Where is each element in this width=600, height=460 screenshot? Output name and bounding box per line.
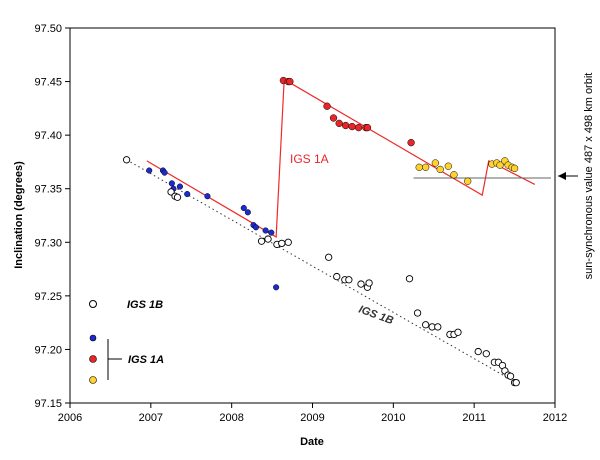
reference-arrow — [558, 172, 578, 180]
point-blue — [268, 229, 275, 236]
point-open — [284, 238, 292, 246]
point-blue — [273, 284, 280, 291]
point-blue — [161, 169, 168, 176]
x-tick-label: 2009 — [300, 412, 324, 424]
data-points — [122, 76, 520, 387]
x-tick-label: 2007 — [139, 412, 163, 424]
y-tick-label: 97.30 — [34, 237, 62, 249]
y-axis-title: Inclination (degrees) — [13, 161, 25, 269]
point-open — [264, 235, 272, 243]
point-open — [173, 193, 182, 201]
y-tick-label: 97.40 — [34, 130, 62, 142]
annotation-igs1a: IGS 1A — [290, 152, 329, 166]
point-red — [329, 114, 338, 122]
y-tick-label: 97.25 — [34, 291, 62, 303]
y-tick-label: 97.15 — [34, 398, 62, 410]
point-open — [474, 347, 482, 356]
point-open — [506, 372, 515, 380]
point-open — [434, 323, 442, 331]
y-tick-label: 97.20 — [34, 344, 62, 356]
legend: IGS 1B IGS 1A — [89, 299, 164, 384]
y-tick-label: 97.35 — [34, 184, 62, 196]
plot-area — [69, 27, 556, 404]
reference-label: sun-synchronous value 487 x 498 km orbit — [583, 73, 595, 280]
point-yellow — [415, 163, 423, 171]
point-yellow — [464, 177, 472, 185]
point-red — [323, 102, 331, 110]
y-tick-label: 97.50 — [34, 23, 62, 35]
point-blue — [146, 167, 153, 174]
x-tick-label: 2006 — [58, 412, 82, 424]
point-yellow — [444, 162, 452, 170]
point-yellow — [422, 163, 430, 171]
point-blue — [184, 191, 191, 198]
point-red — [348, 122, 356, 131]
point-open — [345, 276, 353, 284]
point-red — [341, 121, 350, 130]
point-blue — [240, 204, 247, 212]
igs1b-trend-line — [126, 159, 517, 384]
point-open — [325, 253, 333, 261]
point-red — [354, 123, 363, 132]
point-open — [454, 328, 462, 336]
point-open — [413, 309, 422, 317]
x-axis-title: Date — [300, 436, 324, 448]
point-yellow — [450, 171, 458, 179]
point-yellow — [510, 164, 519, 173]
x-tick-label: 2008 — [219, 412, 243, 424]
x-tick-label: 2011 — [462, 412, 486, 424]
point-open — [122, 156, 131, 164]
legend-marker-yellow — [89, 376, 97, 384]
point-red — [335, 119, 343, 128]
point-blue — [168, 180, 175, 187]
point-open — [365, 279, 373, 287]
point-blue — [176, 183, 183, 190]
axes: 2006 2007 2008 2009 2010 2011 2012 97.15 97.20 97… — [34, 23, 567, 424]
x-tick-label: 2010 — [381, 412, 405, 424]
point-open — [257, 237, 266, 245]
point-blue — [262, 227, 269, 234]
point-open — [512, 378, 520, 387]
point-blue — [252, 224, 259, 231]
point-open — [357, 280, 365, 288]
point-yellow — [496, 161, 504, 169]
point-red — [286, 77, 294, 86]
point-red — [407, 138, 415, 147]
legend-label-igs1b: IGS 1B — [127, 299, 163, 311]
legend-marker-red — [89, 355, 97, 363]
point-blue — [204, 193, 211, 200]
point-open — [422, 321, 430, 329]
point-yellow — [436, 165, 444, 174]
point-open — [405, 275, 414, 283]
x-tick-label: 2012 — [543, 412, 567, 424]
point-yellow — [431, 159, 440, 167]
legend-marker-open — [89, 300, 97, 308]
point-red — [363, 123, 372, 132]
y-tick-label: 97.45 — [34, 77, 62, 89]
point-open — [482, 350, 490, 358]
legend-marker-blue — [89, 334, 97, 342]
point-open — [333, 272, 341, 281]
legend-label-igs1a: IGS 1A — [128, 354, 164, 366]
point-blue — [244, 209, 251, 216]
point-open — [278, 239, 286, 248]
